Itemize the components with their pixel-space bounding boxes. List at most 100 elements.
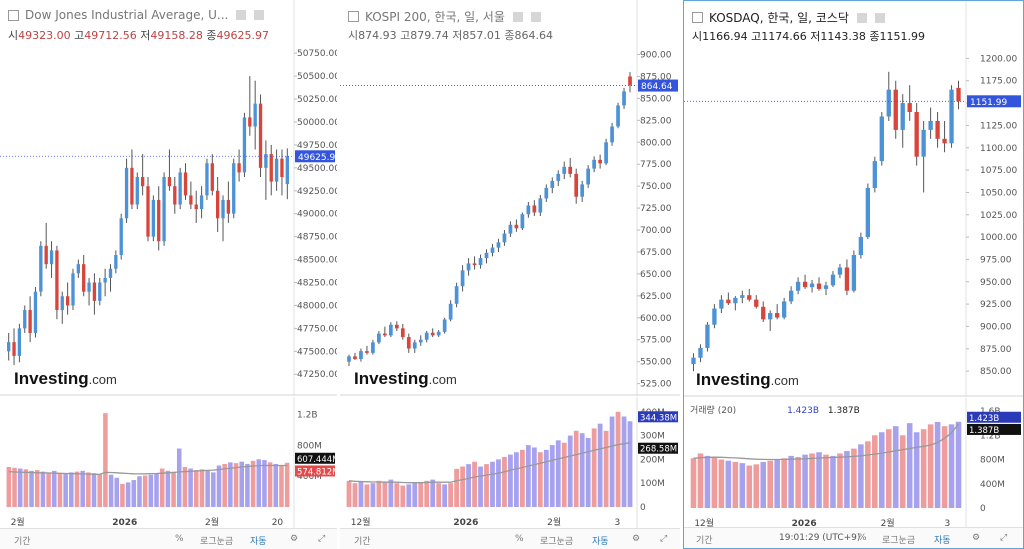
price-tick-label: 1175.00 <box>980 77 1017 87</box>
price-tick-label: 47250.00 <box>297 370 337 380</box>
volume-tag-label: 268.58M <box>640 445 677 455</box>
price-tick-label: 50750.00 <box>297 49 337 59</box>
volume-tick-label: 200M <box>640 455 665 465</box>
close-icon[interactable] <box>254 10 265 20</box>
price-tick-label: 550.00 <box>640 358 672 368</box>
price-tick-label: 1100.00 <box>980 144 1017 154</box>
gear-icon[interactable]: ⚙ <box>972 533 981 543</box>
candle-body <box>253 103 257 127</box>
log-scale-toggle[interactable]: 로그눈금 <box>882 536 916 546</box>
fullscreen-icon[interactable]: ⤢ <box>318 534 326 544</box>
gear-icon[interactable]: ⚙ <box>290 534 299 544</box>
candle-body <box>365 351 369 353</box>
volume-bar <box>690 458 697 508</box>
candle-body <box>371 342 375 353</box>
volume-bar <box>899 435 906 508</box>
ohlc-readout: 시1166.94 고1174.66 저1143.38 종1151.99 <box>692 30 925 43</box>
candle-body <box>914 112 919 157</box>
chart-panel-kospi200[interactable]: KOSPI 200, 한국, 일, 서울 시874.93 고879.74 저85… <box>340 0 680 549</box>
candle-body <box>956 87 961 102</box>
candle-body <box>103 277 107 283</box>
fullscreen-icon[interactable]: ⤢ <box>660 534 668 544</box>
volume-bar <box>376 480 382 507</box>
chart-title: KOSDAQ, 한국, 일, 코스닥 <box>709 11 849 25</box>
time-axis-label: 12월 <box>351 516 371 528</box>
price-tick-label: 1000.00 <box>980 233 1017 243</box>
settings-icon[interactable] <box>236 10 247 20</box>
close-icon[interactable] <box>530 11 541 22</box>
price-tick-label: 47500.00 <box>297 347 337 357</box>
price-chart[interactable]: 850.00 875.00 900.00 925.00 950.00 975.00 1000… <box>684 1 1023 397</box>
collapse-icon[interactable] <box>8 9 19 21</box>
candle-body <box>383 333 387 336</box>
price-chart[interactable]: 47250.00 47500.00 47750.00 48000.00 48250.00… <box>0 0 337 396</box>
chart-panel-djia[interactable]: Dow Jones Industrial Average, U... 시4932… <box>0 0 337 549</box>
gear-icon[interactable]: ⚙ <box>632 534 641 544</box>
volume-bar <box>591 428 597 507</box>
auto-scale-toggle[interactable]: 자동 <box>592 537 609 547</box>
candle-body <box>7 342 11 352</box>
volume-bar <box>211 472 216 507</box>
volume-bar <box>159 468 165 507</box>
chart-panel-kosdaq[interactable]: KOSDAQ, 한국, 일, 코스닥 시1166.94 고1174.66 저11… <box>683 0 1024 549</box>
time-axis-label: 12월 <box>694 517 714 529</box>
candle-body <box>574 173 579 197</box>
price-tick-label: 600.00 <box>640 314 672 324</box>
volume-bar <box>80 470 85 507</box>
candle-body <box>604 142 608 164</box>
volume-tag <box>967 411 1021 423</box>
fullscreen-icon[interactable]: ⤢ <box>1000 533 1008 543</box>
volume-bar <box>934 421 941 508</box>
volume-bar <box>603 430 609 507</box>
volume-bar <box>579 433 585 507</box>
candle-body <box>124 167 129 219</box>
candle-body <box>130 167 134 205</box>
price-tick-label: 48500.00 <box>297 256 337 266</box>
log-scale-toggle[interactable]: 로그눈금 <box>200 537 234 547</box>
candle-body <box>264 154 268 168</box>
volume-bar <box>788 455 794 508</box>
candle-body <box>189 195 193 205</box>
collapse-icon[interactable] <box>692 12 703 23</box>
volume-ma-line <box>693 423 960 461</box>
candle-body <box>879 116 884 162</box>
period-button[interactable]: 기간 <box>696 536 713 546</box>
volume-bar <box>543 449 549 507</box>
time-axis-label: 2월 <box>205 516 219 528</box>
period-button[interactable]: 기간 <box>14 537 31 547</box>
candle-body <box>816 283 822 289</box>
price-tick-label: 49000.00 <box>297 210 337 220</box>
candle-body <box>436 331 441 336</box>
close-icon[interactable] <box>874 12 885 23</box>
price-tick-label: 1075.00 <box>980 166 1017 176</box>
volume-chart[interactable]: 400M 800M 1.2B 607.444M 574.812M 2월 2026 2월 20 <box>0 397 337 529</box>
volume-bar <box>502 457 507 507</box>
volume-tick-label: 400M <box>980 480 1005 490</box>
candle-body <box>151 199 156 237</box>
log-scale-toggle[interactable]: 로그눈금 <box>540 537 574 547</box>
settings-icon[interactable] <box>856 12 867 23</box>
percent-toggle[interactable]: % <box>515 534 524 544</box>
last-price-label: 49625.97 <box>298 153 337 163</box>
volume-chart[interactable]: 0100M200M300M400M344.38M268.58M12월20262월… <box>340 397 680 529</box>
candle-body <box>907 103 912 113</box>
chart-title: KOSPI 200, 한국, 일, 서울 <box>365 10 505 24</box>
candle-body <box>830 274 836 286</box>
candle-body <box>809 283 815 288</box>
volume-bar <box>809 453 815 508</box>
candle-body <box>194 204 198 210</box>
volume-bar <box>23 469 29 507</box>
volume-bar <box>844 451 850 508</box>
period-button[interactable]: 기간 <box>354 537 371 547</box>
percent-toggle[interactable]: % <box>175 534 184 544</box>
auto-scale-toggle[interactable]: 자동 <box>934 536 951 546</box>
candle-body <box>568 166 573 174</box>
price-chart[interactable]: 525.00 550.00 575.00 600.00 625.00 650.00 675.… <box>340 0 680 396</box>
auto-scale-toggle[interactable]: 자동 <box>250 537 267 547</box>
price-tick-label: 1200.00 <box>980 54 1017 64</box>
collapse-icon[interactable] <box>348 11 359 22</box>
percent-toggle[interactable]: % <box>858 533 867 543</box>
volume-bar <box>496 459 501 507</box>
settings-icon[interactable] <box>512 11 523 22</box>
